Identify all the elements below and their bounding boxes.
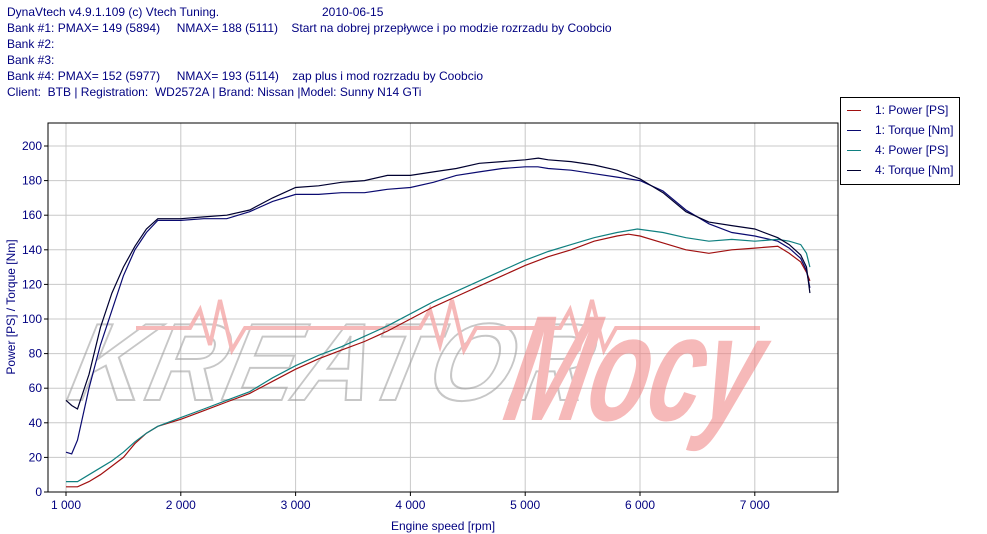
chart-legend: 1: Power [PS] 1: Torque [Nm] 4: Power [PS]… [840, 97, 960, 185]
series-line-4 [65, 157, 811, 410]
legend-swatch [847, 130, 861, 131]
x-tick-label: 1 000 [51, 498, 81, 512]
x-tick-label: 6 000 [625, 498, 655, 512]
bank-1-summary: Bank #1: PMAX= 149 (5894) NMAX= 188 (511… [7, 21, 612, 35]
legend-label: 1: Power [PS] [875, 103, 949, 117]
y-tick-label: 20 [29, 450, 43, 464]
x-tick-label: 5 000 [510, 498, 540, 512]
software-version: DynaVtech v4.9.1.109 (c) Vtech Tuning. [7, 5, 220, 19]
report-date: 2010-06-15 [322, 5, 384, 19]
y-tick-label: 0 [35, 485, 42, 499]
x-axis-title: Engine speed [rpm] [391, 519, 495, 533]
series-line-2 [65, 166, 811, 455]
x-tick-label: 2 000 [166, 498, 196, 512]
y-tick-label: 80 [29, 347, 43, 361]
x-tick-label: 3 000 [281, 498, 311, 512]
watermark-ekg-line [136, 299, 760, 356]
y-tick-label: 100 [22, 312, 42, 326]
y-tick-label: 160 [22, 208, 42, 222]
axes: 1 000 2 000 3 000 4 000 5 000 6 000 7 000 0 20 40… [4, 139, 770, 533]
legend-label: 1: Torque [Nm] [875, 123, 954, 137]
x-tick-label: 7 000 [740, 498, 770, 512]
bank-3-summary: Bank #3: [7, 53, 55, 67]
watermark-mocy: Mocy [494, 286, 784, 453]
legend-swatch [847, 110, 861, 111]
legend-swatch [847, 170, 861, 171]
report-header: DynaVtech v4.9.1.109 (c) Vtech Tuning. B… [7, 4, 612, 100]
watermark-kreator: KREATOR [60, 300, 606, 424]
series-lines [65, 157, 811, 488]
y-tick-label: 40 [29, 416, 43, 430]
bank-4-summary: Bank #4: PMAX= 152 (5977) NMAX= 193 (511… [7, 69, 484, 83]
y-tick-label: 120 [22, 277, 42, 291]
y-tick-label: 180 [22, 174, 42, 188]
x-tick-label: 4 000 [395, 498, 425, 512]
series-line-3 [66, 228, 811, 483]
legend-swatch [847, 150, 861, 151]
y-tick-label: 60 [29, 381, 43, 395]
y-axis-title: Power [PS] / Torque [Nm] [4, 239, 18, 374]
client-info: Client: BTB | Registration: WD2572A | Br… [7, 85, 422, 99]
watermark-logo: KREATOR Mocy [59, 286, 784, 453]
bank-2-summary: Bank #2: [7, 37, 55, 51]
y-tick-label: 200 [22, 139, 42, 153]
plot-area-border [47, 122, 839, 493]
y-tick-label: 140 [22, 243, 42, 257]
legend-label: 4: Power [PS] [875, 143, 949, 157]
legend-label: 4: Torque [Nm] [875, 163, 954, 177]
